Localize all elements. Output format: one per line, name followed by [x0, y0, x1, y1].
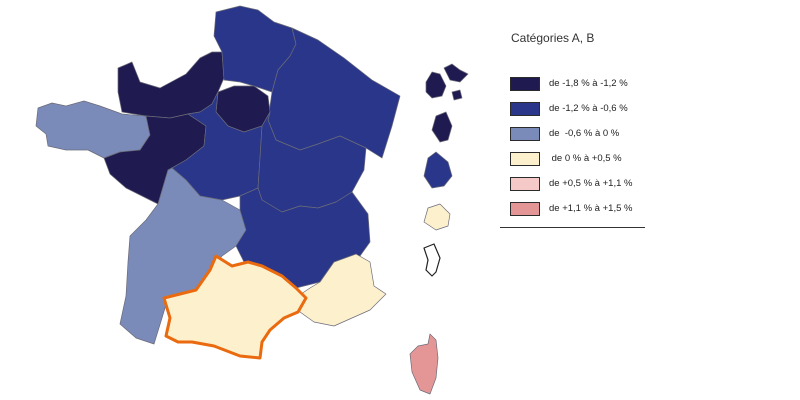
metropolitan-france [35, 5, 439, 395]
legend-swatch [510, 77, 540, 91]
legend-label: de 0 % à +0,5 % [549, 153, 622, 164]
legend-label: de -0,6 % à 0 % [549, 128, 620, 139]
legend-item: de -1,8 % à -1,2 % [510, 77, 650, 91]
legend-label: de -1,8 % à -1,2 % [549, 78, 628, 89]
region-normandie[interactable] [117, 51, 225, 119]
legend-swatch [510, 202, 540, 216]
region-guadeloupe[interactable] [425, 63, 469, 101]
legend-swatch [510, 177, 540, 191]
legend-swatch [510, 127, 540, 141]
region-occitanie[interactable] [162, 254, 308, 360]
map-legend: Catégories A, B de -1,8 % à -1,2 % de -1… [500, 28, 646, 230]
region-la-reunion[interactable] [423, 203, 451, 231]
legend-swatch [510, 102, 540, 116]
legend-item: de -0,6 % à 0 % [510, 127, 650, 141]
legend-divider [500, 227, 645, 228]
legend-item: de +0,5 % à +1,1 % [510, 177, 650, 191]
legend-label: de +1,1 % à +1,5 % [549, 203, 633, 214]
legend-item: de +1,1 % à +1,5 % [510, 202, 650, 216]
legend-swatch [510, 152, 540, 166]
region-corse[interactable] [409, 333, 439, 395]
legend-label: de +0,5 % à +1,1 % [549, 178, 633, 189]
overseas-regions [423, 63, 469, 277]
region-guyane[interactable] [423, 151, 453, 189]
region-martinique[interactable] [431, 111, 453, 143]
legend-label: de -1,2 % à -0,6 % [549, 103, 628, 114]
legend-title: Catégories A, B [511, 31, 595, 45]
legend-item: de 0 % à +0,5 % [510, 152, 650, 166]
region-mayotte[interactable] [423, 243, 441, 277]
legend-item: de -1,2 % à -0,6 % [510, 102, 650, 116]
